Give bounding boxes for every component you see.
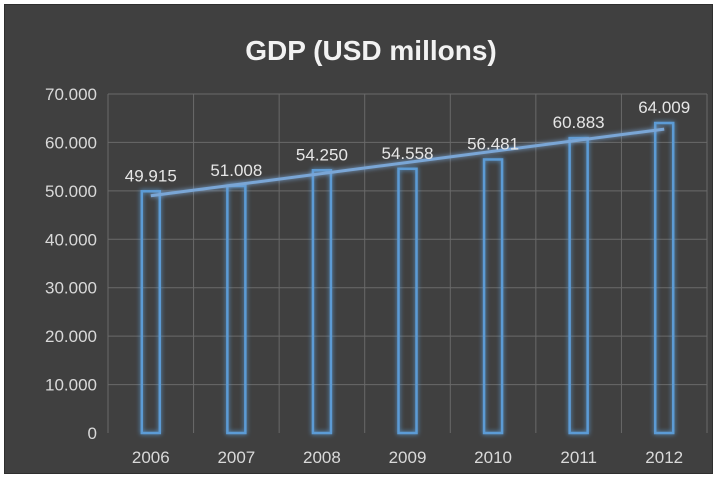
x-tick-label: 2010 [474,448,512,467]
data-label: 54.250 [296,145,348,164]
data-labels: 49.915 51.008 54.250 54.558 56.481 60.883 64.0… [125,98,690,185]
y-tick-label: 40.000 [45,230,97,249]
data-label: 51.008 [210,161,262,180]
bar [568,136,589,435]
bar [482,158,504,435]
x-tick-label: 2006 [132,448,170,467]
data-label: 60.883 [553,113,605,132]
y-tick-label: 60.000 [45,133,97,152]
y-tick-label: 70.000 [45,85,97,104]
bars [140,121,675,435]
y-tick-label: 30.000 [45,279,97,298]
trendline [150,127,665,198]
y-axis-ticks: 0 10.000 20.000 30.000 40.000 50.000 60.000 70.… [45,85,97,443]
chart-area: GDP (USD millons) 0 10.000 20.000 30.000 40.… [4,4,713,474]
data-label: 54.558 [382,144,434,163]
bar [226,184,247,435]
y-tick-label: 10.000 [45,376,97,395]
data-label: 64.009 [638,98,690,117]
x-tick-label: 2007 [217,448,255,467]
y-tick-label: 20.000 [45,327,97,346]
gdp-bar-chart: GDP (USD millons) 0 10.000 20.000 30.000 40.… [45,35,708,467]
x-tick-label: 2011 [560,448,597,467]
x-axis-ticks: 2006 2007 2008 2009 2010 2011 2012 [132,448,683,467]
bar [140,190,162,435]
x-tick-label: 2009 [389,448,427,467]
x-tick-label: 2008 [303,448,341,467]
bar [653,121,675,435]
y-tick-label: 0 [88,424,97,443]
x-tick-label: 2012 [645,448,683,467]
data-label: 49.915 [125,166,177,185]
y-tick-label: 50.000 [45,182,97,201]
bar [311,169,333,435]
gridlines [107,93,708,433]
trendline-layer [150,127,665,198]
bar [397,167,418,435]
chart-title: GDP (USD millons) [245,35,497,66]
data-label: 56.481 [467,134,519,153]
